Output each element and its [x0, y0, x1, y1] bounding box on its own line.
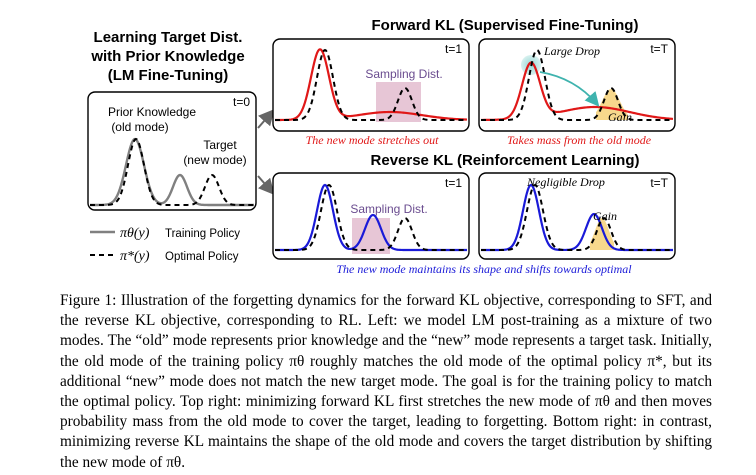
- old-mode-label: (old mode): [111, 120, 168, 134]
- forward-kl-title: Forward KL (Supervised Fine-Tuning): [372, 17, 639, 34]
- reverse-tT-optimal-curve: [481, 183, 673, 251]
- legend-optimal-symbol: π*(y): [120, 249, 150, 264]
- left-title-line-1: Learning Target Dist.: [94, 29, 243, 46]
- new-mode-label: (new mode): [183, 153, 246, 167]
- panel-forward-tT-time: t=T: [650, 42, 668, 56]
- legend-training-symbol: πθ(y): [120, 226, 150, 241]
- reverse-note: The new mode maintains its shape and shi…: [336, 262, 632, 276]
- initial-training-policy-curve: [90, 137, 254, 207]
- forward-tT-optimal-curve: [481, 48, 673, 121]
- reverse-t1-optimal-curve: [275, 183, 467, 251]
- forward-note-1: The new mode stretches out: [306, 133, 440, 147]
- panel-reverse-t1-time: t=1: [445, 176, 462, 190]
- arrow-to-forward: [257, 108, 275, 129]
- panel-reverse-tT: [478, 172, 676, 260]
- panel-reverse-tT-time: t=T: [650, 176, 668, 190]
- forward-gain-region: [596, 89, 628, 120]
- reverse-gain-label: Gain: [593, 209, 617, 223]
- left-title-line-3: (LM Fine-Tuning): [108, 67, 229, 84]
- large-drop-label: Large Drop: [543, 44, 600, 58]
- initial-optimal-policy-curve: [90, 137, 254, 206]
- forward-t1-optimal-curve: [275, 48, 467, 121]
- reverse-sampling-label: Sampling Dist.: [350, 202, 427, 216]
- prior-knowledge-label: Prior Knowledge: [108, 105, 196, 119]
- forward-note-2: Takes mass from the old mode: [507, 133, 652, 147]
- forward-tT-training-curve: [480, 61, 674, 122]
- panel-forward-t1-time: t=1: [445, 42, 462, 56]
- figure-caption: Figure 1: Illustration of the forgetting…: [60, 292, 712, 471]
- forward-gain-label: Gain: [608, 110, 632, 124]
- negligible-drop-label: Negligible Drop: [526, 175, 605, 189]
- panel-initial: [87, 91, 257, 211]
- forward-mass-move-arrow: [539, 71, 600, 107]
- legend-optimal-label: Optimal Policy: [165, 251, 239, 263]
- reverse-kl-title: Reverse KL (Reinforcement Learning): [371, 152, 640, 169]
- forward-t1-training-curve: [275, 48, 468, 122]
- figure-1: Learning Target Dist. with Prior Knowled…: [87, 17, 676, 276]
- left-title-line-2: with Prior Knowledge: [90, 48, 244, 65]
- forward-sampling-label: Sampling Dist.: [365, 67, 442, 81]
- arrow-to-reverse: [257, 175, 275, 196]
- target-label: Target: [203, 138, 237, 152]
- panel-initial-time: t=0: [233, 95, 250, 109]
- legend-training-label: Training Policy: [165, 228, 240, 240]
